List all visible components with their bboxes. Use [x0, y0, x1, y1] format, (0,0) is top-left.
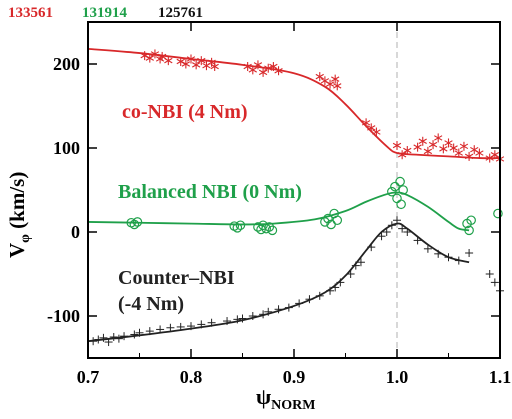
data-point — [444, 138, 453, 148]
series-133561 — [87, 47, 505, 164]
data-point — [210, 62, 219, 72]
data-point — [323, 213, 333, 224]
y-tick-label: 0 — [71, 222, 80, 242]
x-axis-label: ψNORM — [256, 384, 315, 413]
y-axis-label: Vφ (km/s) — [5, 172, 33, 258]
series-label-133561: co-NBI (4 Nm) — [122, 101, 248, 123]
shot-label-131914: 131914 — [82, 5, 128, 21]
data-point — [164, 56, 173, 66]
data-point — [258, 220, 268, 231]
data-point — [423, 244, 432, 253]
data-point — [258, 67, 268, 77]
x-tick-label: 0.9 — [283, 367, 306, 387]
data-point — [390, 181, 400, 192]
data-point — [333, 81, 342, 91]
shot-label-133561: 133561 — [8, 5, 53, 21]
data-point — [396, 199, 406, 210]
data-point — [475, 148, 484, 158]
data-point — [439, 144, 448, 154]
data-point — [145, 53, 154, 63]
data-point — [129, 219, 140, 230]
x-tick-label: 0.7 — [77, 367, 100, 387]
data-point — [331, 74, 340, 84]
fit-curve-131914 — [87, 191, 470, 232]
data-point — [191, 60, 201, 70]
data-point — [485, 270, 494, 278]
data-point — [267, 225, 278, 236]
data-point — [418, 136, 427, 146]
data-point — [181, 59, 191, 69]
data-point — [238, 314, 247, 323]
data-point — [413, 142, 422, 152]
data-point — [166, 323, 175, 332]
shot-label-125761: 125761 — [158, 5, 203, 21]
data-point — [428, 140, 438, 150]
data-point — [392, 140, 402, 150]
data-point — [449, 143, 458, 153]
data-point — [464, 151, 474, 161]
data-point — [382, 228, 391, 236]
series-131914 — [87, 176, 503, 236]
data-point — [377, 232, 386, 241]
series-label-131914: Balanced NBI (0 Nm) — [118, 181, 302, 203]
x-tick-label: 1.1 — [489, 367, 512, 387]
x-tick-label: 0.8 — [180, 367, 203, 387]
data-point — [459, 141, 469, 151]
data-point — [332, 215, 343, 226]
fit-curve-125761 — [87, 222, 470, 343]
data-point — [356, 258, 365, 267]
series-label2-125761: (-4 Nm) — [118, 293, 184, 315]
data-point — [423, 146, 433, 156]
data-point — [315, 72, 324, 82]
data-point — [395, 176, 405, 187]
data-point — [109, 333, 118, 341]
data-point — [465, 249, 474, 257]
data-point — [490, 278, 499, 287]
x-tick-label: 1.0 — [386, 367, 409, 387]
data-point — [493, 208, 503, 219]
data-point — [325, 79, 335, 89]
data-point — [264, 222, 275, 232]
y-tick-label: -100 — [47, 306, 80, 326]
fit-curve-133561 — [87, 47, 501, 160]
data-point — [454, 148, 463, 158]
data-point — [470, 145, 479, 155]
data-point — [99, 333, 108, 342]
y-tick-label: 200 — [53, 54, 80, 74]
data-point — [130, 330, 139, 339]
data-point — [466, 215, 476, 226]
data-point — [434, 133, 443, 143]
y-tick-label: 100 — [53, 138, 80, 158]
series-label-125761: Counter–NBI — [118, 267, 235, 289]
